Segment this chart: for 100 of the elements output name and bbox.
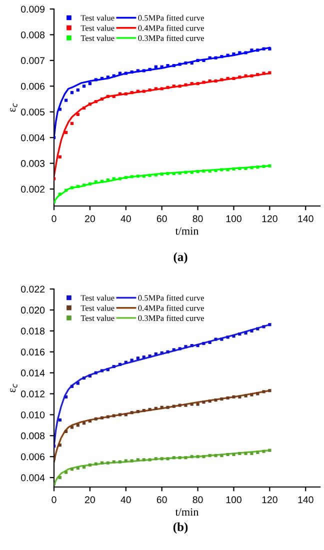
point <box>58 108 62 111</box>
point <box>136 410 140 414</box>
point <box>172 84 176 88</box>
point <box>172 456 176 460</box>
point <box>238 395 242 398</box>
point <box>178 456 182 460</box>
legend-label: 0.4MPa fitted curve <box>138 304 204 311</box>
point <box>130 91 134 94</box>
x-tick-label: 0 <box>52 215 56 222</box>
point <box>76 382 80 385</box>
point <box>196 58 200 62</box>
point <box>142 69 146 72</box>
point <box>160 457 164 460</box>
point <box>250 74 254 78</box>
point <box>184 170 188 174</box>
point <box>226 452 230 456</box>
point <box>232 76 236 80</box>
point <box>124 360 128 364</box>
point <box>178 62 182 66</box>
point <box>100 416 104 420</box>
point <box>202 169 206 173</box>
point <box>130 411 134 414</box>
point <box>160 87 164 90</box>
point <box>82 106 86 110</box>
point <box>256 48 260 52</box>
legend-label: 0.5MPa fitted curve <box>138 294 204 301</box>
point <box>58 192 62 196</box>
point <box>148 354 152 358</box>
text: (b) <box>173 522 188 534</box>
point <box>100 97 104 101</box>
point <box>88 82 92 86</box>
y-tick-label: 0.008 <box>21 432 45 440</box>
point <box>220 55 224 58</box>
point <box>58 476 62 480</box>
point <box>226 168 230 172</box>
point <box>184 345 188 348</box>
point <box>166 457 170 460</box>
point <box>232 52 236 56</box>
y-tick-label: 0.010 <box>21 411 45 418</box>
point <box>148 88 152 92</box>
point <box>256 392 260 396</box>
point <box>94 417 98 420</box>
point <box>130 459 134 462</box>
point <box>196 402 200 406</box>
line-series <box>54 46 271 138</box>
point <box>184 61 188 65</box>
point <box>148 458 152 462</box>
point <box>124 459 128 462</box>
line-series <box>54 450 271 486</box>
point <box>190 170 194 174</box>
point <box>220 168 224 172</box>
point <box>196 170 200 174</box>
point <box>154 65 158 68</box>
point <box>82 184 86 187</box>
y-tick-label: 0.005 <box>21 108 45 116</box>
point <box>208 79 212 83</box>
point <box>238 76 242 79</box>
x-tick-label: 140 <box>298 215 314 222</box>
x-axis-title: t/min <box>175 227 199 235</box>
point <box>226 336 230 339</box>
point <box>262 72 266 75</box>
point <box>64 130 68 134</box>
y-tick-label: 0.014 <box>21 370 45 376</box>
point <box>256 327 260 330</box>
point <box>100 461 104 464</box>
legend-label: 0.3MPa fitted curve <box>138 315 204 321</box>
y-tick-label: 0.003 <box>21 160 45 167</box>
point <box>130 70 134 74</box>
point <box>136 458 140 462</box>
point <box>106 461 110 464</box>
point <box>238 332 242 336</box>
point <box>190 82 194 86</box>
point <box>178 84 182 88</box>
point <box>88 182 92 186</box>
y-tick-label: 0.009 <box>21 6 45 13</box>
point <box>250 452 254 456</box>
point <box>70 122 74 125</box>
legend-label: Test value <box>80 24 114 31</box>
point <box>160 406 164 409</box>
point <box>64 188 68 192</box>
x-tick-label: 80 <box>192 215 203 222</box>
point <box>112 74 116 78</box>
x-tick-label: 60 <box>156 215 167 222</box>
text: (a) <box>174 252 188 264</box>
point <box>94 371 98 374</box>
legend-label: Test value <box>80 35 114 41</box>
y-tick-label: 0.004 <box>21 134 45 142</box>
point <box>118 460 122 464</box>
point <box>88 463 92 467</box>
y-tick-label: 0.012 <box>21 390 44 398</box>
point <box>112 460 116 464</box>
point <box>136 69 140 72</box>
point <box>184 456 188 460</box>
point <box>244 452 248 456</box>
y-tick-label: 0.022 <box>21 286 44 293</box>
point <box>220 397 224 401</box>
point <box>166 406 170 409</box>
y-tick-label: 0.016 <box>21 348 45 356</box>
point <box>196 82 200 86</box>
point <box>130 175 134 178</box>
